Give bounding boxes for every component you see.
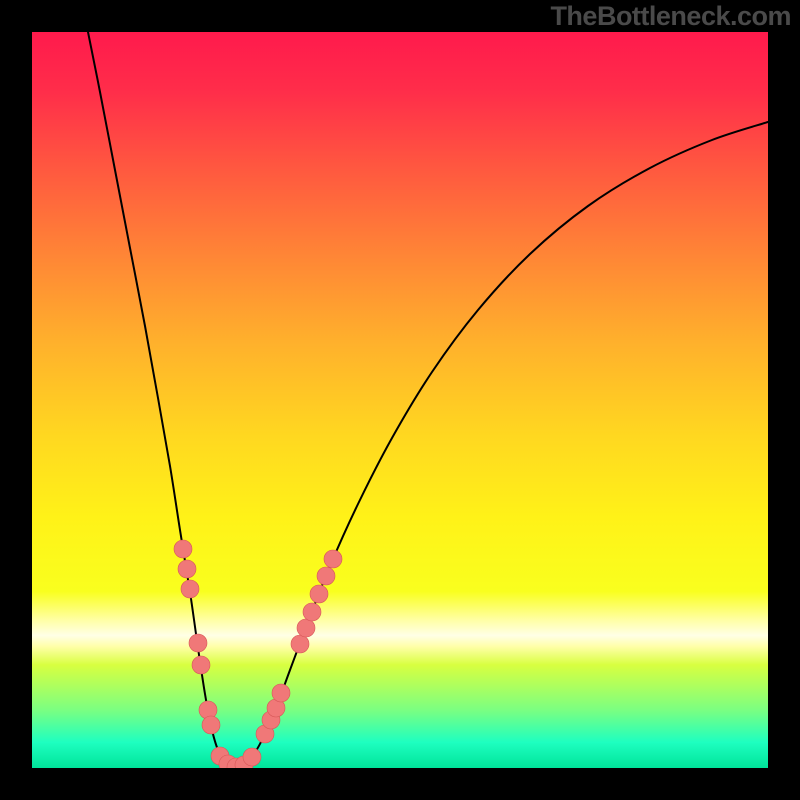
data-marker bbox=[178, 560, 196, 578]
bottleneck-chart bbox=[0, 0, 800, 800]
data-marker bbox=[297, 619, 315, 637]
data-marker bbox=[272, 684, 290, 702]
data-marker bbox=[324, 550, 342, 568]
data-marker bbox=[192, 656, 210, 674]
data-marker bbox=[181, 580, 199, 598]
data-marker bbox=[174, 540, 192, 558]
data-marker bbox=[310, 585, 328, 603]
data-marker bbox=[243, 748, 261, 766]
data-marker bbox=[189, 634, 207, 652]
chart-container: TheBottleneck.com bbox=[0, 0, 800, 800]
chart-background-gradient bbox=[32, 32, 768, 768]
data-marker bbox=[317, 567, 335, 585]
data-marker bbox=[303, 603, 321, 621]
data-marker bbox=[291, 635, 309, 653]
data-marker bbox=[202, 716, 220, 734]
